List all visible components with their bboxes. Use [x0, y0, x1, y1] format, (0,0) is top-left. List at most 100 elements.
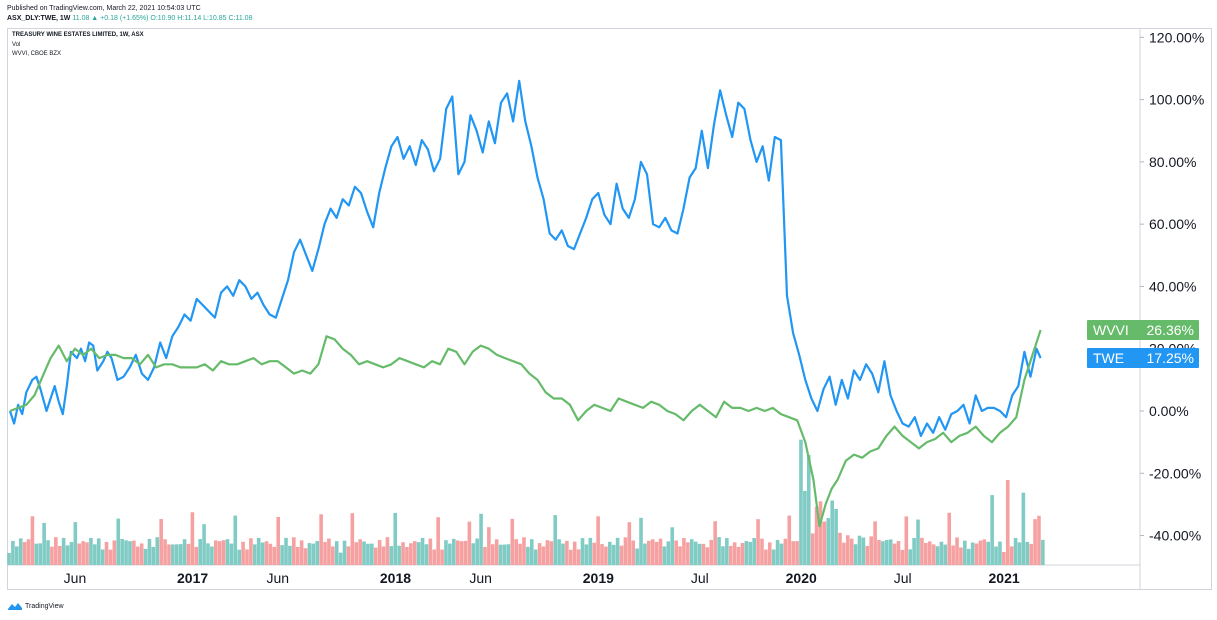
volume-bar [444, 540, 448, 565]
published-text: Published on TradingView.com, March 22, … [7, 5, 201, 12]
x-tick-label: 2019 [583, 570, 614, 586]
volume-bar [982, 539, 987, 565]
volume-bar [986, 541, 991, 565]
volume-bar [494, 539, 499, 565]
y-tick-label: 100.00% [1149, 92, 1204, 108]
volume-bar [1021, 492, 1026, 565]
volume-bar [206, 543, 210, 565]
series-line-twe [8, 79, 1042, 437]
volume-bar [171, 544, 175, 565]
badge-value: 26.36% [1147, 322, 1194, 338]
volume-bar [135, 546, 140, 565]
x-tick-label: Jun [469, 570, 492, 586]
legend-title: TREASURY WINE ESTATES LIMITED, 1W, ASX [12, 32, 144, 38]
volume-bar [479, 513, 483, 565]
volume-bar [845, 535, 850, 565]
chart-legend: TREASURY WINE ESTATES LIMITED, 1W, ASX V… [12, 31, 144, 60]
volume-bar [459, 541, 464, 565]
volume-bar [377, 540, 382, 565]
volume-bar [358, 539, 362, 565]
volume-bar [147, 538, 152, 565]
volume-bar [96, 538, 101, 565]
volume-bar [362, 541, 366, 565]
volume-bar [861, 537, 866, 565]
y-tick-label: -40.00% [1149, 528, 1201, 544]
volume-bar [65, 545, 70, 565]
volume-bar [537, 543, 542, 565]
volume-bar [73, 522, 78, 565]
volume-bar [104, 541, 109, 565]
volume-bar [658, 538, 663, 565]
volume-bar [1013, 537, 1018, 565]
volume-bar [572, 541, 577, 565]
volume-bar [366, 543, 370, 565]
volume-bar [643, 543, 647, 565]
volume-bar [822, 521, 827, 565]
volume-bar [213, 540, 218, 565]
volume-bar [405, 547, 409, 565]
volume-bar [475, 538, 479, 565]
volume-bar [249, 538, 253, 565]
tradingview-footer[interactable]: TradingView [8, 602, 64, 610]
volume-bar [81, 541, 85, 565]
volume-bar [635, 548, 639, 565]
volume-bar [350, 513, 355, 565]
volume-bar [319, 514, 323, 565]
volume-bar [791, 541, 795, 565]
volume-bar [11, 540, 15, 565]
volume-bar [276, 516, 281, 565]
volume-bar [373, 547, 378, 565]
last-value-badges: TWE 17.25% WVVI 26.36% [1087, 320, 1199, 369]
y-tick-label: 120.00% [1149, 29, 1204, 45]
volume-bar [931, 544, 936, 565]
volume-bar [721, 546, 725, 565]
volume-bar [623, 537, 628, 565]
volume-bar [709, 539, 714, 565]
volume-bar [1025, 541, 1030, 565]
volume-bar [54, 537, 58, 565]
volume-bar [990, 495, 994, 565]
volume-bar [799, 439, 803, 565]
volume-bar [588, 537, 593, 565]
volume-bar [1002, 551, 1006, 565]
volume-bar [198, 539, 202, 565]
volume-bar [600, 544, 604, 565]
volume-bar [994, 546, 998, 565]
volume-bar [217, 541, 222, 565]
volume-bar [46, 540, 50, 565]
volume-bar [779, 543, 784, 565]
volume-bar [966, 548, 971, 565]
volume-bar [826, 518, 831, 565]
volume-bar [334, 541, 339, 565]
quote-line: ASX_DLY:TWE, 1W 11.08 ▲ +0.18 (+1.65%) O… [7, 14, 252, 24]
volume-bar [331, 546, 335, 565]
volume-bar [15, 546, 19, 565]
volume-bar [927, 541, 932, 565]
volume-bar [795, 541, 799, 565]
volume-bar [533, 549, 538, 565]
volume-bar [30, 516, 35, 565]
x-tick-label: Jul [894, 570, 912, 586]
volume-bar [818, 501, 823, 565]
volume-bar [455, 540, 460, 565]
volume-bar [424, 544, 429, 565]
volume-bar [61, 537, 66, 565]
volume-bar [42, 522, 46, 565]
volume-bar [697, 543, 702, 565]
volume-bar [740, 542, 745, 565]
volume-bar [686, 542, 690, 565]
volume-bar [631, 540, 636, 565]
volume-bar [674, 540, 678, 565]
volume-bar [943, 544, 948, 565]
volume-bar [1029, 543, 1033, 565]
volume-bar [569, 549, 573, 565]
volume-bar [650, 539, 655, 565]
volume-bar [1005, 480, 1010, 565]
volume-bar [873, 521, 877, 565]
volume-bar [518, 543, 522, 565]
symbol-label: ASX_DLY:TWE, 1W [7, 15, 71, 22]
volume-bar [615, 537, 620, 565]
volume-bar [38, 543, 43, 565]
volume-bar [112, 540, 117, 565]
